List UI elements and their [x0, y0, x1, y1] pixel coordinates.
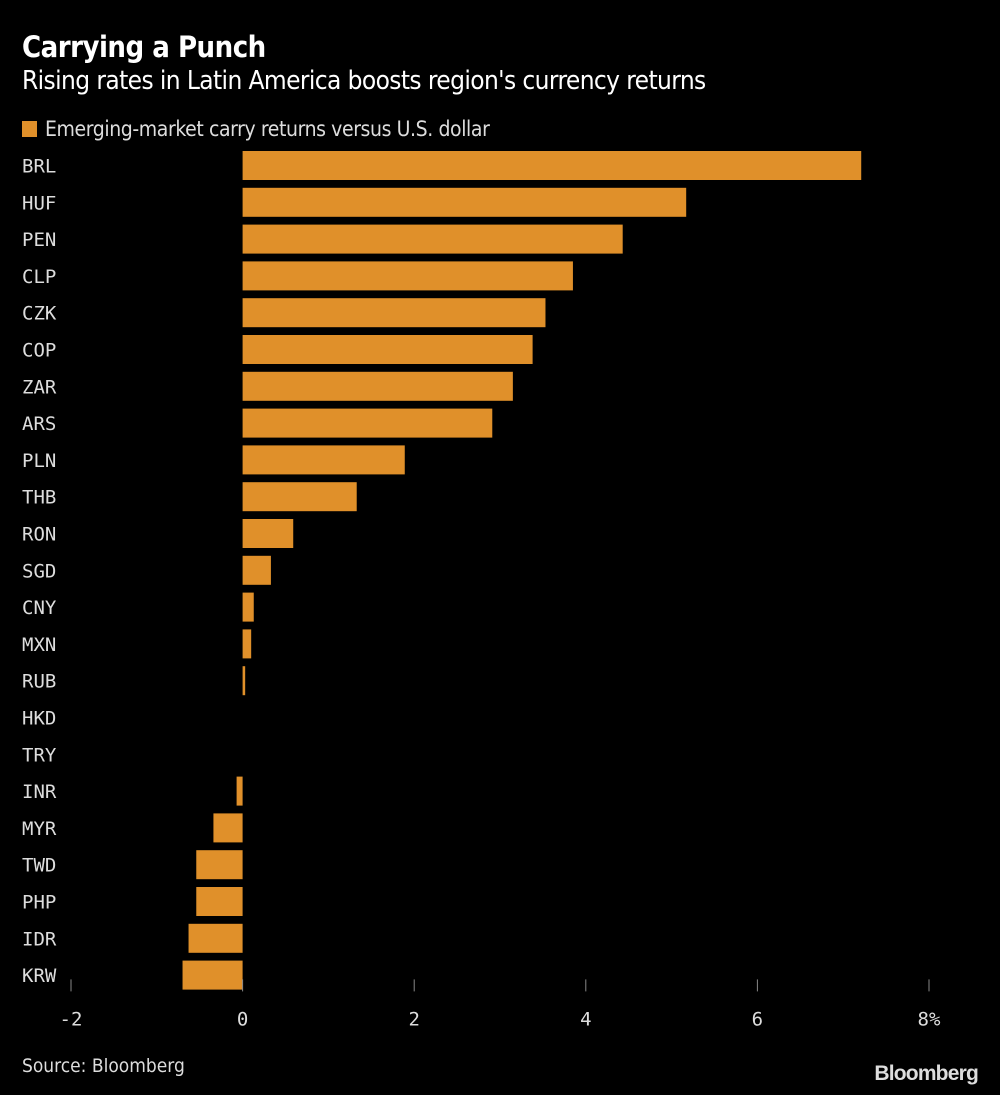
legend-swatch: [22, 121, 37, 137]
bar-rub: [242, 666, 246, 696]
category-label: HKD: [22, 708, 56, 730]
bar-cny: [242, 592, 254, 622]
category-label: TRY: [22, 744, 57, 766]
chart-subtitle: Rising rates in Latin America boosts reg…: [22, 66, 706, 96]
x-tick-label: 0: [237, 1008, 248, 1030]
bloomberg-logo: Bloomberg: [874, 1062, 978, 1085]
bar-brl: [242, 151, 862, 180]
bar-ars: [242, 408, 493, 438]
bar-ron: [242, 519, 294, 548]
category-label: TWD: [22, 855, 56, 877]
category-label: MYR: [22, 818, 57, 840]
bar-inr: [236, 776, 243, 806]
category-label: PHP: [22, 892, 56, 914]
x-tick-label: 2: [408, 1008, 419, 1030]
category-label: CZK: [22, 303, 57, 325]
bar-cop: [242, 335, 533, 364]
x-tick-label: 4: [580, 1008, 591, 1030]
category-label: CNY: [22, 597, 57, 619]
category-label: CLP: [22, 266, 56, 288]
category-label: BRL: [22, 156, 56, 178]
source-note: Source: Bloomberg: [22, 1055, 185, 1077]
category-label: MXN: [22, 634, 56, 656]
bar-zar: [242, 371, 513, 401]
bar-sgd: [242, 555, 271, 585]
bar-clp: [242, 261, 573, 291]
category-label: ZAR: [22, 376, 57, 398]
bar-mxn: [242, 629, 252, 659]
bar-pln: [242, 445, 405, 475]
chart-title: Carrying a Punch: [22, 30, 266, 64]
category-label: SGD: [22, 560, 56, 582]
bar-myr: [213, 813, 243, 843]
x-tick-label: 6: [752, 1008, 763, 1030]
legend: Emerging-market carry returns versus U.S…: [22, 117, 490, 141]
bar-krw: [182, 960, 243, 990]
bar-czk: [242, 298, 546, 328]
category-label: HUF: [22, 192, 56, 214]
bar-huf: [242, 187, 687, 217]
category-label: RON: [22, 524, 56, 546]
category-label: ARS: [22, 413, 56, 435]
category-label: PLN: [22, 450, 56, 472]
legend-label: Emerging-market carry returns versus U.S…: [45, 117, 490, 141]
bar-php: [196, 887, 243, 916]
category-label: RUB: [22, 671, 56, 693]
category-label: KRW: [22, 965, 57, 987]
bar-pen: [242, 224, 623, 254]
x-tick-label: 8%: [918, 1008, 941, 1030]
bar-idr: [188, 923, 243, 953]
category-label: PEN: [22, 229, 56, 251]
x-tick-label: -2: [60, 1008, 83, 1030]
category-label: INR: [22, 781, 57, 803]
bar-thb: [242, 482, 357, 512]
category-label: THB: [22, 487, 56, 509]
category-label: COP: [22, 340, 56, 362]
bar-twd: [196, 850, 243, 880]
category-label: IDR: [22, 928, 57, 950]
